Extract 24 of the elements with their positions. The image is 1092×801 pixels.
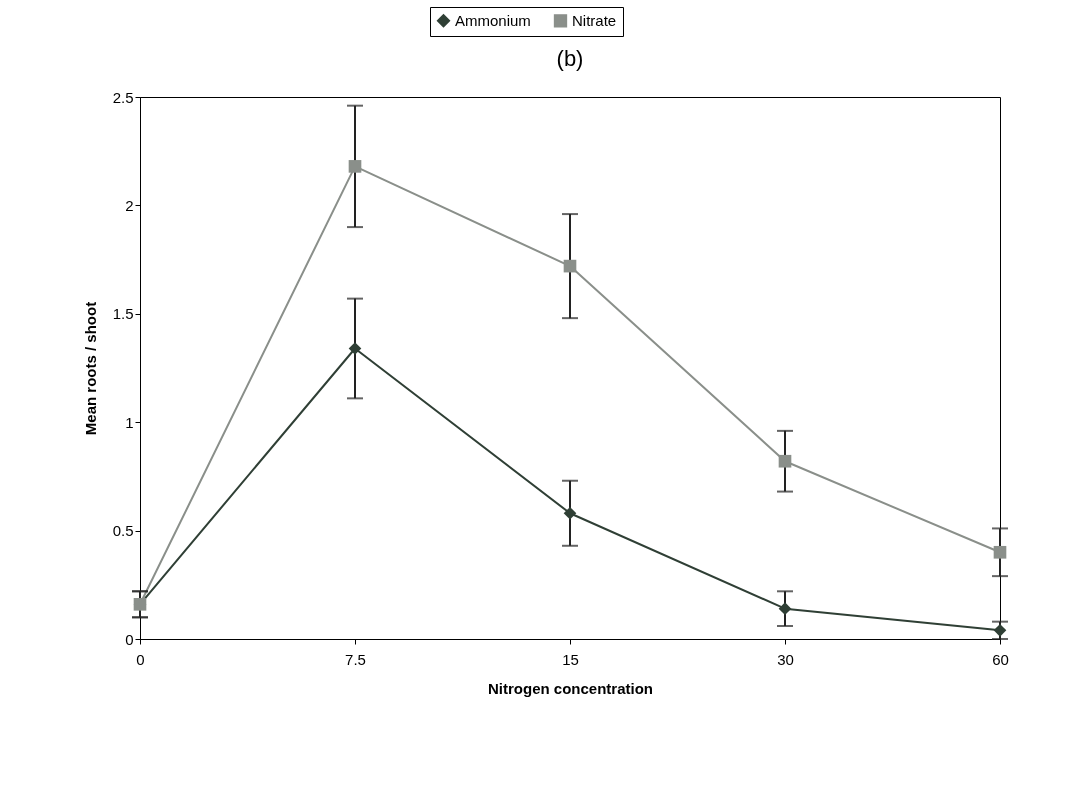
y-tick-label: 2	[125, 196, 134, 214]
chart-title: (b)	[556, 45, 584, 71]
x-axis-title: Nitrogen concentration	[487, 679, 654, 697]
x-tick-label: 0	[136, 650, 145, 668]
y-tick-label: 1.5	[112, 305, 134, 323]
point	[348, 160, 362, 173]
x-tick-label: 15	[562, 650, 579, 668]
x-tick-label: 60	[992, 650, 1009, 668]
y-tick-label: 2.5	[112, 88, 134, 106]
point	[993, 545, 1007, 559]
point	[993, 624, 1007, 637]
y-tick-label: 0.5	[112, 522, 134, 540]
point	[563, 259, 577, 273]
point	[778, 602, 792, 615]
point	[778, 454, 792, 468]
y-axis-title: Mean roots / shoot	[81, 301, 99, 436]
x-tick-label: 30	[777, 650, 794, 668]
y-tick-label: 1	[125, 413, 134, 431]
x-tick-label: 7.5	[345, 650, 366, 668]
legend-label: Ammonium	[455, 11, 531, 29]
y-tick-label: 0	[125, 630, 134, 648]
legend-label: Nitrate	[572, 11, 617, 29]
point	[563, 506, 577, 520]
point	[348, 342, 362, 355]
